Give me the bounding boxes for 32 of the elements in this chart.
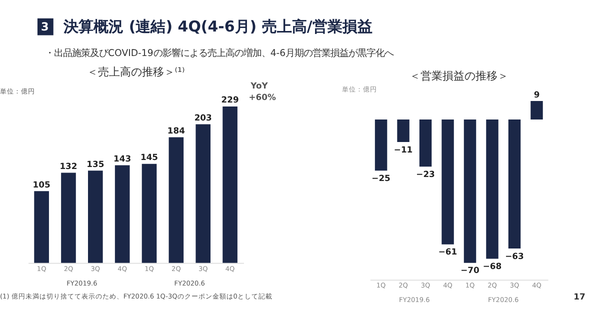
bar [61,172,76,263]
text: 3 [41,20,49,34]
text: YoY [250,80,269,91]
data-label: 9 [534,89,540,100]
bar [34,191,49,263]
data-label: 229 [221,94,239,105]
data-label: −11 [394,144,413,154]
data-label: −23 [416,168,436,179]
text: 決算概況 (連結) 4Q(4-6月) 売上高/営業損益 [62,18,372,36]
data-label: −63 [505,250,524,261]
bar [114,165,130,263]
bar [196,124,211,263]
chart-title: ＜売上高の推移＞⁽¹⁾ [86,66,186,79]
data-label: 105 [32,179,50,190]
data-label: −68 [482,261,502,272]
data-label: 145 [140,152,158,162]
bar [142,164,157,263]
data-label: 143 [114,153,132,164]
data-label: −61 [438,246,458,257]
data-label: 135 [86,158,104,169]
bar [222,106,238,263]
bar [168,137,184,263]
text: 17 [574,291,586,302]
data-label: −70 [460,265,480,276]
text: +60% [248,92,276,102]
data-label: −25 [372,172,391,183]
data-label: 184 [167,125,186,136]
data-label: 132 [60,160,78,171]
text: ・出品施策及びCOVID-19の影響による売上高の増加、4-6月期の営業損益が黒字化へ [44,48,394,59]
bar [88,170,103,263]
data-label: 203 [194,112,212,122]
chart-title: ＜営業損益の推移＞ [409,69,508,82]
